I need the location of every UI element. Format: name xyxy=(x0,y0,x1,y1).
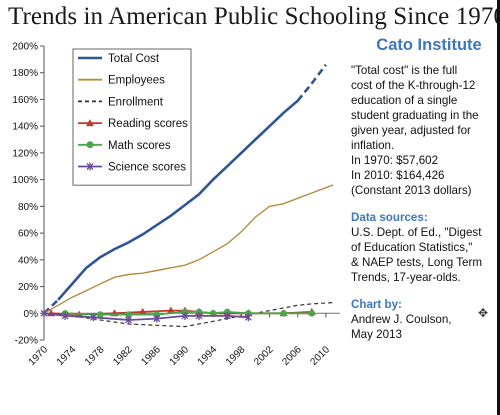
legend-marker xyxy=(86,119,94,127)
legend-label: Enrollment xyxy=(108,96,164,108)
science-score-point xyxy=(40,309,48,318)
science-score-point xyxy=(61,311,69,320)
cost-2010: In 2010: $164,426 xyxy=(351,169,445,182)
math-score-point xyxy=(125,311,132,318)
x-tick-label: 1970 xyxy=(27,344,51,368)
info-panel: Cato Institute "Total cost" is the full … xyxy=(351,36,497,342)
chartby-heading: Chart by: xyxy=(351,298,402,311)
description-line: education of a single xyxy=(351,94,458,107)
legend-box xyxy=(72,48,192,186)
math-score-point xyxy=(280,309,287,317)
sources-line: & NAEP tests, Long Term xyxy=(351,256,483,269)
y-tick-label: 200% xyxy=(12,42,38,53)
x-tick-label: 1994 xyxy=(196,344,220,368)
sources-line: of Education Statistics," xyxy=(351,241,473,254)
series-lines xyxy=(40,63,334,328)
science-score-point xyxy=(195,311,203,320)
science-score-point xyxy=(244,313,252,322)
legend: Total Cost Employees Enrollment Reading sco… xyxy=(72,48,192,186)
axes: -20% 0% 20% 40% 60% 80% 100% 120% 140% 160% 180% 20… xyxy=(12,42,340,368)
line-chart: -20% 0% 20% 40% 60% 80% 100% 120% 140% 160% 180% 20… xyxy=(12,42,340,368)
legend-label: Total Cost xyxy=(108,53,160,65)
science-score-point xyxy=(153,314,161,323)
employees-line xyxy=(43,184,334,314)
total-cost-line xyxy=(57,99,299,301)
y-tick-label: 20% xyxy=(18,282,38,293)
description-line: student graduating in the xyxy=(351,109,479,122)
math-score-point xyxy=(97,311,104,318)
constant-dollars-note: (Constant 2013 dollars) xyxy=(351,184,472,197)
legend-marker xyxy=(86,141,94,149)
y-tick-label: 160% xyxy=(12,95,38,106)
y-tick-label: 180% xyxy=(12,68,38,79)
chartby-line: May 2013 xyxy=(351,328,402,341)
x-tick-label: 1974 xyxy=(55,344,79,368)
description-line: "Total cost" is the full xyxy=(351,64,458,77)
science-score-point xyxy=(223,311,231,320)
description-line: inflation. xyxy=(351,139,395,152)
y-tick-label: 120% xyxy=(12,148,38,159)
sources-line: Trends, 17-year-olds. xyxy=(351,271,461,284)
y-tick-label: 0% xyxy=(24,309,39,320)
science-score-point xyxy=(89,313,97,322)
x-tick-label: 1982 xyxy=(111,344,135,368)
y-tick-label: 40% xyxy=(18,255,38,266)
x-tick-label: 1990 xyxy=(168,344,192,368)
sources-line: U.S. Dept. of Ed., "Digest xyxy=(351,226,482,239)
legend-marker xyxy=(86,162,94,171)
x-tick-label: 1998 xyxy=(224,344,248,368)
description-line: cost of the K-through-12 xyxy=(351,79,476,92)
y-tick-label: 80% xyxy=(18,202,38,213)
legend-label: Science scores xyxy=(108,162,186,174)
x-tick-label: 2006 xyxy=(280,344,304,368)
x-tick-label: 1978 xyxy=(83,344,107,368)
cost-1970: In 1970: $57,602 xyxy=(351,154,439,167)
org-name: Cato Institute xyxy=(376,36,482,54)
x-tick-label: 1986 xyxy=(139,344,163,368)
x-tick-label: 2010 xyxy=(309,344,333,368)
window-edge xyxy=(497,0,500,415)
math-score-point xyxy=(308,309,316,317)
chart-title: Trends in American Public Schooling Sinc… xyxy=(8,3,500,30)
legend-label: Math scores xyxy=(108,140,171,152)
reading-score-point xyxy=(166,306,175,314)
mouse-cursor-icon: ✥ xyxy=(478,306,489,320)
x-tick-label: 2002 xyxy=(252,344,276,368)
math-score-point xyxy=(209,309,217,317)
legend-label: Employees xyxy=(108,75,165,87)
reading-score-point xyxy=(138,307,147,315)
science-score-point xyxy=(125,315,133,324)
y-tick-label: 60% xyxy=(18,229,38,240)
y-tick-label: 140% xyxy=(12,122,38,133)
y-tick-label: -20% xyxy=(15,336,38,347)
sources-heading: Data sources: xyxy=(351,211,428,224)
y-tick-label: 100% xyxy=(12,175,38,186)
total-cost-line-end xyxy=(296,63,327,102)
description-line: given year, adjusted for xyxy=(351,124,471,137)
science-score-point xyxy=(181,311,189,320)
legend-label: Reading scores xyxy=(108,118,188,130)
chartby-line: Andrew J. Coulson, xyxy=(351,313,452,326)
